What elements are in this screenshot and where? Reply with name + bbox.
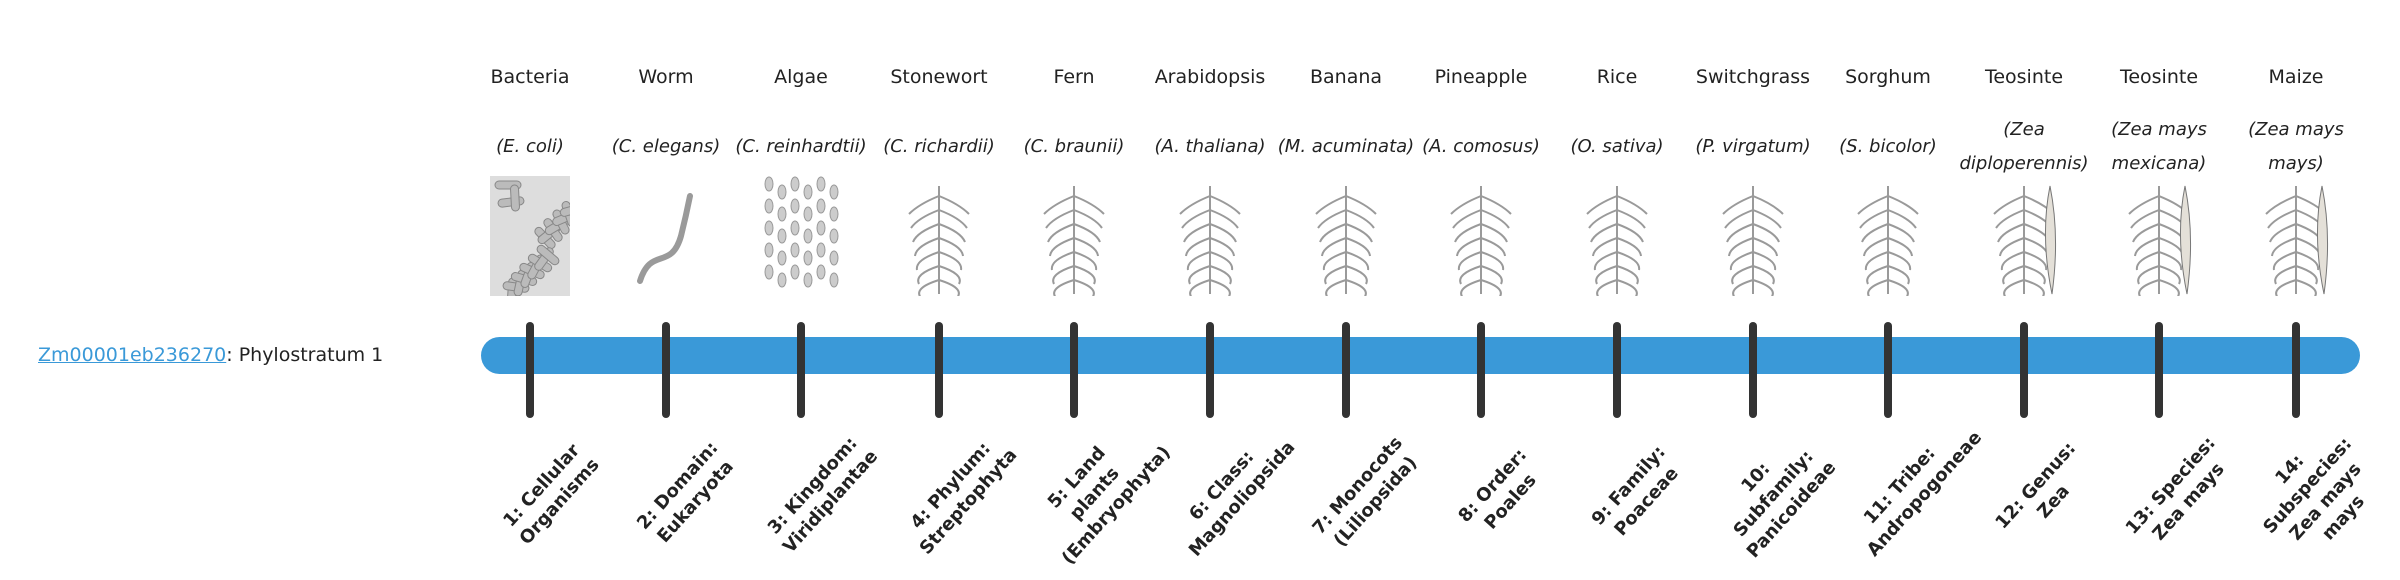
organism-scientific-name: (C. reinhardtii) [727, 112, 875, 182]
rice-icon [1586, 186, 1648, 296]
timeline-tick[interactable] [662, 322, 670, 418]
organism-scientific-name: (A. comosus) [1407, 112, 1555, 182]
organism-scientific-name: (E. coli) [456, 112, 604, 182]
phylostratum-column: Stonewort (C. richardii) 4: Phylum: Stre… [871, 0, 1021, 580]
teosinte-icon [1993, 185, 2057, 296]
organism-common-name: Pineapple [1434, 66, 1528, 88]
worm-icon [637, 193, 693, 284]
phylostratum-column: Pineapple (A. comosus) 8: Order: Poales [1413, 0, 1549, 580]
phylostratum-label: 8: Order: Poales [1454, 444, 1541, 534]
timeline-tick[interactable] [1206, 322, 1214, 418]
phylostratum-column: Maize (Zea mays mays) 14: Subspecies: Ze… [2228, 0, 2369, 580]
algae-icon [764, 176, 839, 288]
pineapple-icon [1450, 186, 1512, 296]
organism-common-name: Teosinte [1984, 66, 2064, 88]
scientific-name-text: (P. virgatum) [1695, 136, 1811, 157]
phylostratum-column: Switchgrass (P. virgatum) 10: Subfamily:… [1685, 0, 1840, 580]
phylostratum-column: Teosinte (Zea diploperennis) 12: Genus: … [1956, 0, 2092, 580]
timeline-tick[interactable] [2155, 322, 2163, 418]
organism-common-name: Algae [774, 66, 828, 88]
scientific-name-text: (Zea mays mexicana) [2111, 119, 2207, 174]
gene-phylostratum-label: Zm00001eb236270: Phylostratum 1 [38, 340, 383, 370]
scientific-name-text: (O. sativa) [1570, 136, 1664, 157]
timeline-tick[interactable] [526, 322, 534, 418]
timeline-tick[interactable] [2292, 322, 2300, 418]
phylostratum-column: Arabidopsis (A. thaliana) 6: Class: Magn… [1142, 0, 1299, 580]
switchgrass-icon [1722, 186, 1784, 296]
scientific-name-text: (C. braunii) [1023, 136, 1125, 157]
phylostratum-column: Bacteria (E. coli) 1: Cellular Organisms [462, 0, 604, 580]
phylostratum-column: Algae (C. reinhardtii) 3: Kingdom: Virid… [733, 0, 882, 580]
organism-common-name: Switchgrass [1695, 66, 1811, 88]
scientific-name-text: (M. acuminata) [1277, 136, 1415, 157]
organism-scientific-name: (C. richardii) [865, 112, 1013, 182]
phylostratum-column: Sorghum (S. bicolor) 11: Tribe: Andropog… [1820, 0, 1986, 580]
phylostratum-label: 13: Species: Zea mays [2121, 432, 2229, 545]
phylostratum-label: 3: Kingdom: Viridiplantae [763, 432, 883, 558]
scientific-name-text: (Zea diploperennis) [1959, 119, 2089, 174]
scientific-name-text: (S. bicolor) [1839, 136, 1937, 157]
organism-common-name: Sorghum [1845, 66, 1931, 88]
phylostratum-text: : Phylostratum 1 [226, 344, 384, 366]
organism-scientific-name: (P. virgatum) [1679, 112, 1827, 182]
organism-scientific-name: (A. thaliana) [1136, 112, 1284, 182]
scientific-name-text: (Zea mays mays) [2248, 119, 2344, 174]
organism-common-name: Worm [638, 66, 694, 88]
phylostratum-column: Fern (C. braunii) 5: Land plants (Embryo… [1006, 0, 1175, 580]
scientific-name-text: (E. coli) [496, 136, 564, 157]
timeline-tick[interactable] [2020, 322, 2028, 418]
organism-common-name: Rice [1596, 66, 1638, 88]
banana-icon [1315, 186, 1377, 296]
timeline-tick[interactable] [935, 322, 943, 418]
scientific-name-text: (C. richardii) [883, 136, 995, 157]
fern-icon [1043, 186, 1105, 296]
phylostratum-label: 1: Cellular Organisms [499, 440, 604, 550]
bacteria-icon [490, 176, 570, 296]
phylostratum-column: Teosinte (Zea mays mexicana) 13: Species… [2091, 0, 2229, 580]
scientific-name-text: (A. comosus) [1422, 136, 1540, 157]
phylostratum-label: 6: Class: Magnoliopsida [1184, 436, 1300, 561]
organism-common-name: Fern [1053, 66, 1095, 88]
timeline-tick[interactable] [1613, 322, 1621, 418]
organism-scientific-name: (O. sativa) [1543, 112, 1691, 182]
phylostratum-label: 14: Subspecies: Zea mays mays [2259, 433, 2369, 545]
organism-scientific-name: (C. braunii) [1000, 112, 1148, 182]
scientific-name-text: (A. thaliana) [1154, 136, 1266, 157]
timeline-tick[interactable] [1477, 322, 1485, 418]
phylostratum-column: Rice (O. sativa) 9: Family: Poaceae [1549, 0, 1685, 580]
phylostratum-column: Worm (C. elegans) 2: Domain: Eukaryota [598, 0, 738, 580]
timeline-tick[interactable] [1749, 322, 1757, 418]
organism-common-name: Bacteria [490, 66, 570, 88]
stonewort-icon [908, 186, 970, 296]
scientific-name-text: (C. reinhardtii) [735, 136, 867, 157]
teosinte-mexicana-icon [2128, 185, 2192, 296]
timeline-tick[interactable] [1342, 322, 1350, 418]
organism-scientific-name: (C. elegans) [592, 112, 740, 182]
arabidopsis-icon [1179, 186, 1241, 296]
phylostratum-column: Banana (M. acuminata) 7: Monocots (Lilio… [1278, 0, 1422, 580]
organism-common-name: Arabidopsis [1154, 66, 1266, 88]
sorghum-icon [1857, 186, 1919, 296]
organism-scientific-name: (Zea diploperennis) [1950, 112, 2098, 182]
timeline-tick[interactable] [1070, 322, 1078, 418]
maize-icon [2265, 185, 2329, 296]
organism-common-name: Teosinte [2119, 66, 2199, 88]
timeline-tick[interactable] [1884, 322, 1892, 418]
organism-common-name: Banana [1309, 66, 1383, 88]
organism-common-name: Stonewort [890, 66, 988, 88]
timeline-tick[interactable] [797, 322, 805, 418]
gene-id-link[interactable]: Zm00001eb236270 [38, 344, 227, 366]
scientific-name-text: (C. elegans) [611, 136, 721, 157]
phylostratum-label: 9: Family: Poaceae [1587, 441, 1683, 541]
phylostratum-label: 11: Tribe: Andropogoneae [1859, 427, 1987, 561]
phylostratum-timeline-bar [481, 337, 2360, 374]
organism-scientific-name: (M. acuminata) [1272, 112, 1420, 182]
organism-scientific-name: (Zea mays mexicana) [2085, 112, 2233, 182]
organism-scientific-name: (S. bicolor) [1814, 112, 1962, 182]
organism-common-name: Maize [2268, 66, 2324, 88]
organism-scientific-name: (Zea mays mays) [2222, 112, 2370, 182]
